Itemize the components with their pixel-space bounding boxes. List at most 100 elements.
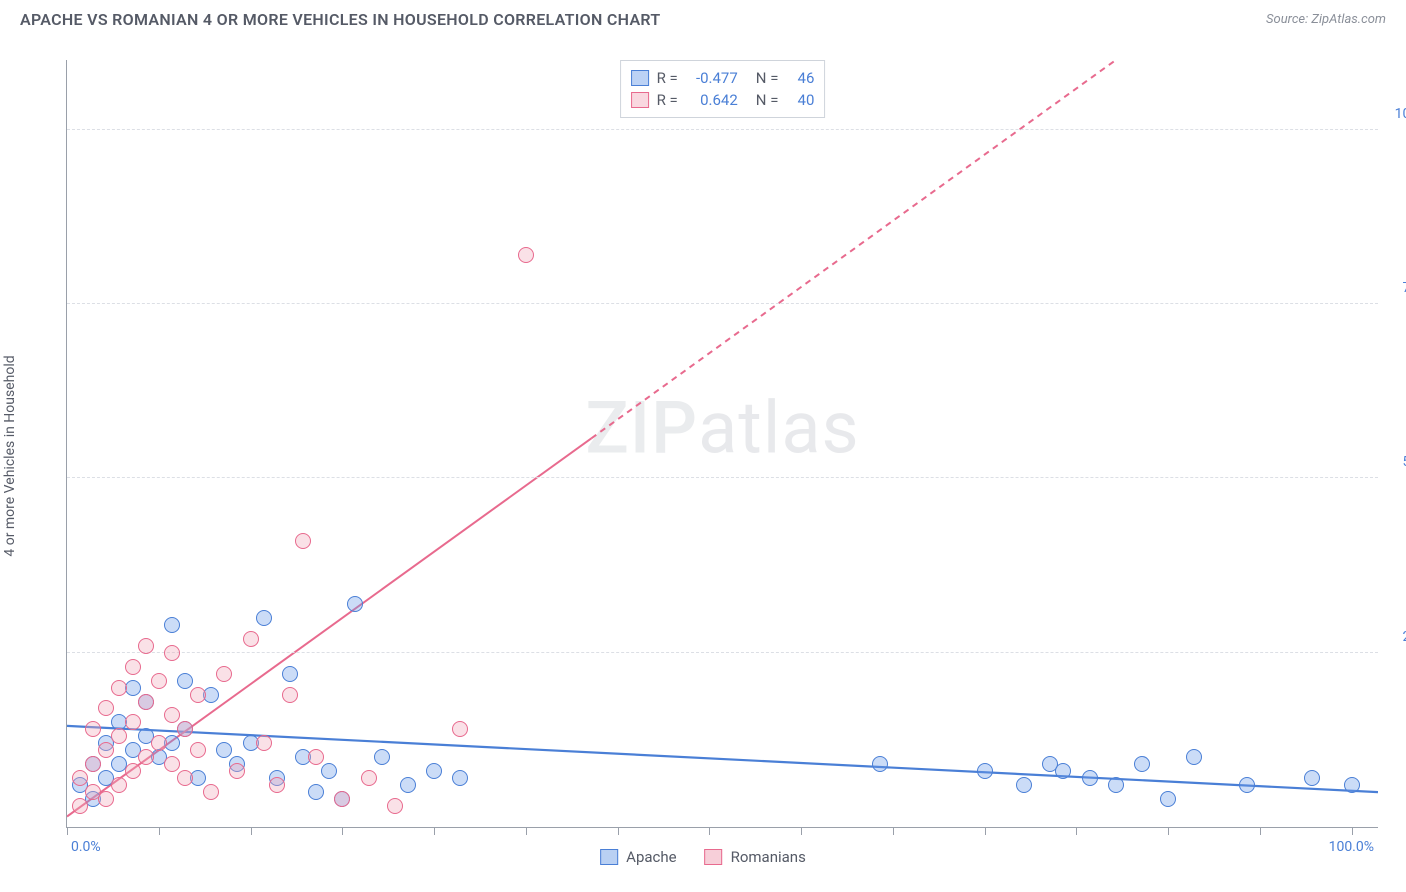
data-point	[216, 742, 232, 758]
data-point	[1160, 791, 1176, 807]
data-point	[72, 798, 88, 814]
source-label: Source: ZipAtlas.com	[1266, 12, 1386, 27]
data-point	[1239, 777, 1255, 793]
data-point	[164, 707, 180, 723]
x-tick	[709, 827, 710, 835]
data-point	[1055, 763, 1071, 779]
legend-item: Apache	[600, 848, 676, 866]
data-point	[98, 742, 114, 758]
data-point	[138, 749, 154, 765]
x-tick	[1260, 827, 1261, 835]
x-tick	[1352, 827, 1353, 835]
x-tick	[1076, 827, 1077, 835]
y-tick-label: 100.0%	[1384, 106, 1406, 122]
x-tick	[893, 827, 894, 835]
data-point	[243, 631, 259, 647]
data-point	[177, 673, 193, 689]
legend-swatch	[631, 70, 649, 86]
data-point	[361, 770, 377, 786]
data-point	[387, 798, 403, 814]
chart-title: APACHE VS ROMANIAN 4 OR MORE VEHICLES IN…	[20, 10, 661, 29]
data-point	[85, 756, 101, 772]
data-point	[177, 770, 193, 786]
data-point	[125, 714, 141, 730]
data-point	[256, 610, 272, 626]
stats-legend-box: R = -0.477 N = 46R = 0.642 N = 40	[620, 60, 826, 118]
x-tick	[985, 827, 986, 835]
x-tick	[434, 827, 435, 835]
data-point	[269, 777, 285, 793]
x-tick	[159, 827, 160, 835]
data-point	[151, 673, 167, 689]
data-point	[308, 784, 324, 800]
stats-n-label: N =	[756, 89, 779, 111]
data-point	[295, 533, 311, 549]
data-point	[347, 596, 363, 612]
data-point	[1082, 770, 1098, 786]
watermark: ZIPatlas	[585, 386, 859, 471]
x-tick	[67, 827, 68, 835]
legend-swatch	[600, 849, 618, 865]
stats-r-label: R =	[657, 89, 678, 111]
data-point	[872, 756, 888, 772]
data-point	[190, 742, 206, 758]
x-tick	[251, 827, 252, 835]
x-axis-max-label: 100.0%	[1329, 839, 1374, 855]
data-point	[334, 791, 350, 807]
data-point	[138, 694, 154, 710]
data-point	[138, 638, 154, 654]
data-point	[151, 735, 167, 751]
data-point	[977, 763, 993, 779]
gridline	[67, 303, 1378, 304]
data-point	[1134, 756, 1150, 772]
data-point	[98, 791, 114, 807]
data-point	[1344, 777, 1360, 793]
data-point	[229, 763, 245, 779]
gridline	[67, 652, 1378, 653]
y-tick-label: 50.0%	[1384, 454, 1406, 470]
gridline	[67, 477, 1378, 478]
stats-r-value: -0.477	[686, 67, 738, 89]
x-tick	[618, 827, 619, 835]
data-point	[374, 749, 390, 765]
legend-label: Romanians	[731, 848, 806, 866]
data-point	[1016, 777, 1032, 793]
data-point	[1108, 777, 1124, 793]
stats-row: R = 0.642 N = 40	[631, 89, 815, 111]
data-point	[216, 666, 232, 682]
y-tick-label: 25.0%	[1384, 629, 1406, 645]
data-point	[98, 700, 114, 716]
data-point	[177, 721, 193, 737]
x-axis-min-label: 0.0%	[71, 839, 101, 855]
legend-label: Apache	[626, 848, 676, 866]
data-point	[190, 687, 206, 703]
stats-r-label: R =	[657, 67, 678, 89]
plot-area: ZIPatlas R =-0.477N =46R =0.642N =40 0.0…	[66, 60, 1378, 828]
data-point	[125, 763, 141, 779]
legend-swatch	[631, 92, 649, 108]
data-point	[164, 756, 180, 772]
data-point	[452, 721, 468, 737]
y-axis-label: 4 or more Vehicles in Household	[2, 355, 18, 556]
data-point	[452, 770, 468, 786]
data-point	[1186, 749, 1202, 765]
data-point	[282, 666, 298, 682]
x-tick	[1168, 827, 1169, 835]
data-point	[282, 687, 298, 703]
data-point	[256, 735, 272, 751]
data-point	[85, 721, 101, 737]
data-point	[111, 777, 127, 793]
legend-swatch	[705, 849, 723, 865]
trend-lines-svg	[67, 60, 1378, 827]
data-point	[203, 784, 219, 800]
legend-item: Romanians	[705, 848, 806, 866]
data-point	[426, 763, 442, 779]
bottom-legend: Apache Romanians	[600, 848, 806, 866]
data-point	[72, 770, 88, 786]
stats-n-value: 46	[786, 67, 814, 89]
stats-n-value: 40	[786, 89, 814, 111]
stats-r-value: 0.642	[686, 89, 738, 111]
data-point	[321, 763, 337, 779]
gridline	[67, 129, 1378, 130]
data-point	[400, 777, 416, 793]
